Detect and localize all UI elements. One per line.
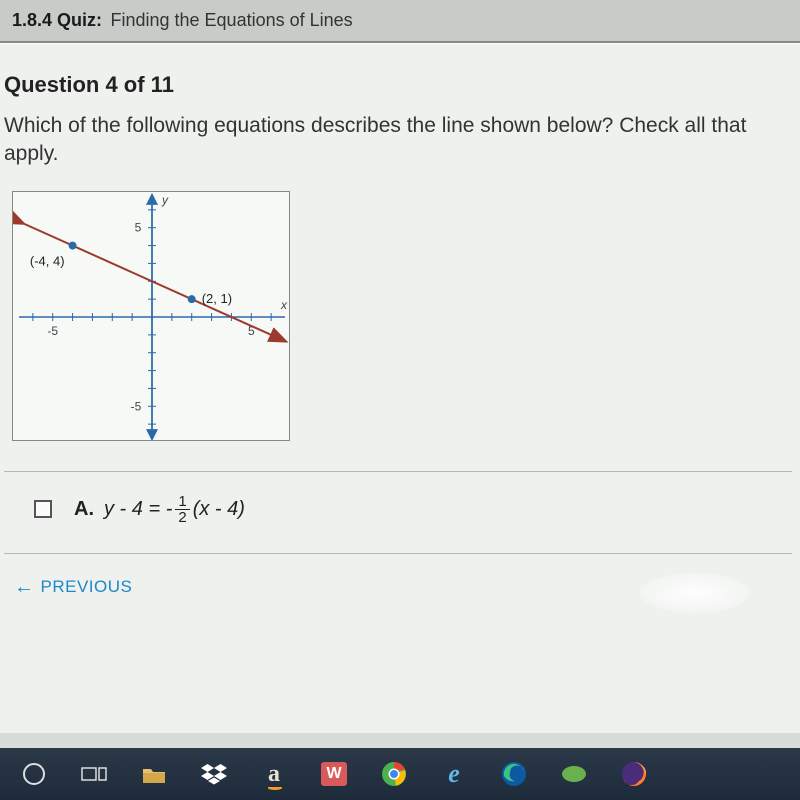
svg-text:-5: -5 [131, 399, 142, 413]
firefox-icon[interactable] [620, 760, 648, 788]
amazon-icon[interactable]: a [260, 760, 288, 788]
app-green-icon[interactable] [560, 760, 588, 788]
svg-text:y: y [161, 193, 169, 207]
answer-equation: y - 4 = - 1 2 (x - 4) [104, 494, 245, 525]
word-icon[interactable]: W [320, 760, 348, 788]
ie-icon[interactable]: e [440, 760, 468, 788]
edge-icon[interactable] [500, 760, 528, 788]
cortana-icon[interactable] [20, 760, 48, 788]
svg-text:5: 5 [135, 220, 142, 234]
eq-right: (x - 4) [193, 498, 245, 521]
question-text: Which of the following equations describ… [4, 112, 764, 169]
arrow-left-icon: ← [14, 576, 35, 599]
divider [4, 471, 792, 472]
eq-left: y - 4 = - [104, 498, 172, 521]
svg-text:(2, 1): (2, 1) [202, 291, 232, 306]
quiz-content: Question 4 of 11 Which of the following … [0, 43, 800, 733]
file-explorer-icon[interactable] [140, 760, 168, 788]
quiz-title: Finding the Equations of Lines [110, 10, 352, 30]
graph: -555-5yx(-4, 4)(2, 1) [12, 191, 290, 441]
eq-fraction: 1 2 [175, 494, 189, 525]
dropbox-icon[interactable] [200, 760, 228, 788]
svg-text:(-4, 4): (-4, 4) [30, 253, 65, 268]
frac-den: 2 [175, 510, 189, 525]
divider-2 [4, 553, 792, 554]
checkbox-a[interactable] [34, 500, 52, 518]
quiz-header: 1.8.4 Quiz: Finding the Equations of Lin… [0, 0, 800, 43]
svg-text:x: x [280, 298, 288, 312]
chrome-icon[interactable] [380, 760, 408, 788]
svg-text:-5: -5 [47, 324, 58, 338]
quiz-label: 1.8.4 Quiz: [12, 10, 102, 30]
answer-letter: A. [74, 498, 94, 521]
frac-num: 1 [175, 494, 189, 510]
answer-option-a[interactable]: A. y - 4 = - 1 2 (x - 4) [4, 494, 792, 525]
taskbar[interactable]: a W e [0, 748, 800, 800]
previous-button[interactable]: ← PREVIOUS [4, 576, 792, 599]
previous-label: PREVIOUS [41, 577, 133, 597]
taskview-icon[interactable] [80, 760, 108, 788]
question-number: Question 4 of 11 [4, 72, 792, 98]
